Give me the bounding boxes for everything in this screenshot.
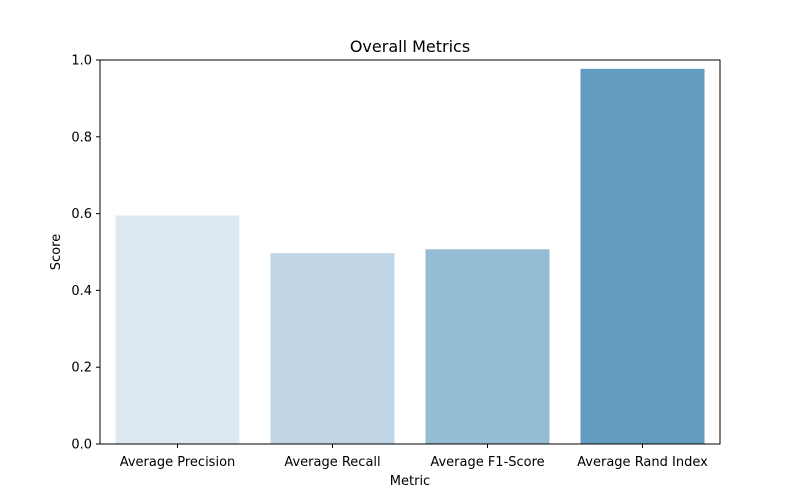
bar-average-precision	[115, 215, 240, 444]
x-axis-label: Metric	[390, 474, 430, 489]
bars	[115, 68, 705, 444]
chart-title: Overall Metrics	[350, 37, 470, 56]
y-tick-label: 0.6	[71, 207, 92, 222]
x-tick-label: Average Rand Index	[577, 455, 708, 470]
bar-average-recall	[270, 253, 395, 444]
bar-average-f1-score	[425, 249, 550, 444]
x-tick-label: Average Recall	[284, 455, 380, 470]
plot-frame	[99, 59, 721, 445]
x-tick-label: Average Precision	[120, 455, 236, 470]
y-tick-label: 0.8	[71, 130, 92, 145]
y-tick-label: 0.0	[71, 438, 92, 453]
y-axis-label: Score	[49, 234, 64, 270]
y-tick-label: 1.0	[71, 54, 92, 69]
y-axis: 0.0 0.2 0.4 0.6 0.8 1.0	[71, 54, 100, 453]
x-tick-label: Average F1-Score	[430, 455, 544, 470]
y-tick-label: 0.4	[71, 284, 92, 299]
y-tick-label: 0.2	[71, 361, 92, 376]
bar-average-rand-index	[580, 68, 705, 444]
x-axis: Average Precision Average Recall Average F…	[120, 444, 708, 470]
